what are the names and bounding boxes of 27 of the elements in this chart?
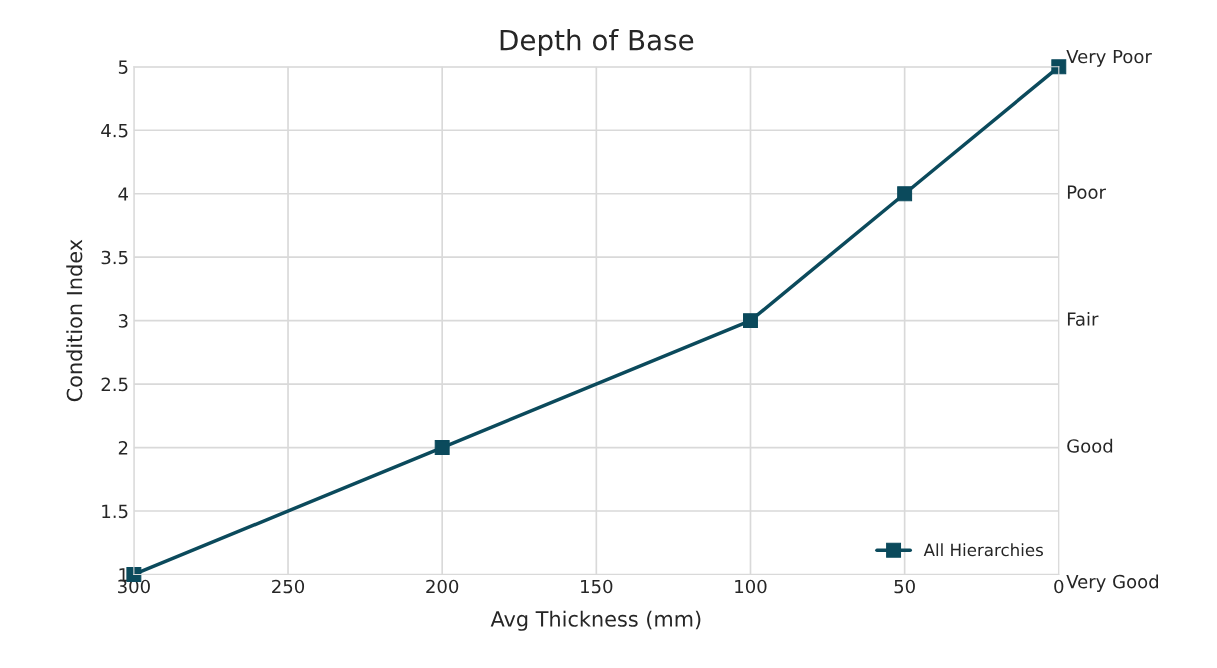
point (897, 186, 913, 202)
y-tick-label: 4.5 (101, 123, 128, 138)
y-tick-label: 1.5 (102, 504, 128, 519)
x-tick-label: 150 (581, 579, 613, 594)
point (434, 440, 450, 456)
y-tick-label: 3 (118, 314, 128, 328)
point (743, 313, 758, 329)
x-tick-label: 0 (1054, 579, 1064, 594)
y-tick-label: 5 (118, 60, 128, 74)
point (1051, 59, 1067, 75)
x-tick-label: 50 (894, 579, 915, 594)
text: Fair (1067, 311, 1099, 326)
text: Very Good (1066, 574, 1158, 592)
y-tick-label: 2.5 (101, 377, 128, 392)
x-tick-label: 200 (426, 579, 459, 594)
text: Very Poor (1066, 49, 1152, 67)
legend-label: All Hierarchies (923, 543, 1043, 557)
y-tick-label: 2 (118, 441, 128, 455)
y-tick-label: 4 (118, 187, 128, 201)
y-tick-label: 3.5 (101, 250, 128, 265)
x-axis-title: Avg Thickness (mm) (490, 610, 701, 631)
chart-title: Depth of Base (500, 29, 694, 56)
x-tick-label: 100 (735, 579, 767, 594)
x-tick-label: 250 (272, 579, 305, 594)
text: Poor (1067, 185, 1106, 199)
text: Good (1067, 438, 1113, 453)
y-axis-title: Condition Index (66, 239, 83, 402)
